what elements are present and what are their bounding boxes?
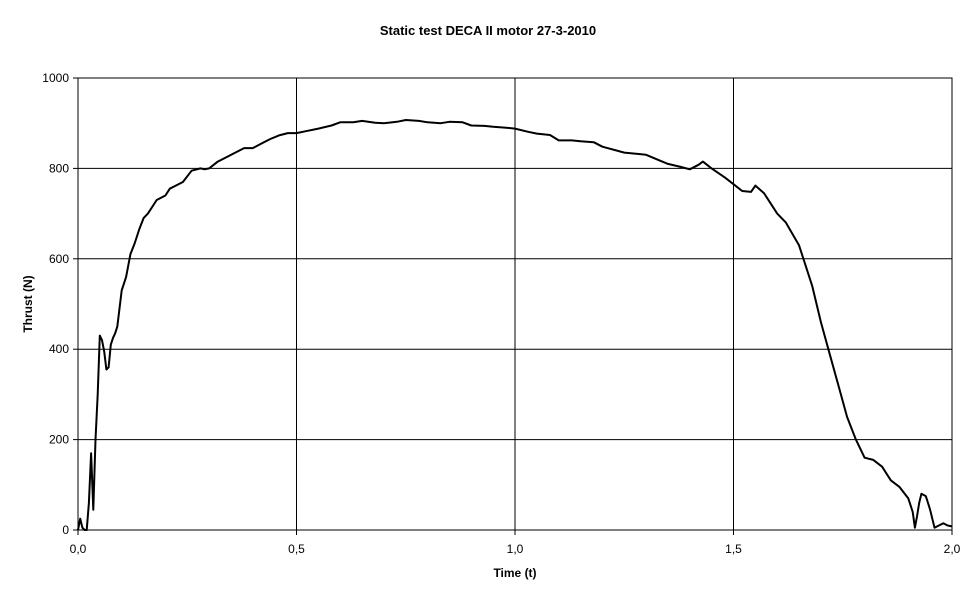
y-tick-label: 200 xyxy=(49,433,69,447)
y-axis-label: Thrust (N) xyxy=(21,275,35,332)
y-tick-label: 400 xyxy=(49,342,69,356)
x-axis-ticks: 0,0 0,5 1,0 1,5 2,0 xyxy=(70,530,961,556)
grid-lines xyxy=(78,78,952,530)
y-tick-label: 800 xyxy=(49,161,69,175)
y-tick-label: 600 xyxy=(49,252,69,266)
x-tick-label: 0,5 xyxy=(288,542,305,556)
y-axis-ticks: 0 200 400 600 800 1000 xyxy=(42,71,78,537)
x-tick-label: 2,0 xyxy=(944,542,961,556)
chart-title: Static test DECA II motor 27-3-2010 xyxy=(380,23,596,38)
y-tick-label: 0 xyxy=(62,523,69,537)
x-tick-label: 1,0 xyxy=(507,542,524,556)
x-tick-label: 0,0 xyxy=(70,542,87,556)
y-tick-label: 1000 xyxy=(42,71,69,85)
x-axis-label: Time (t) xyxy=(493,566,536,580)
x-tick-label: 1,5 xyxy=(725,542,742,556)
series-line-thrust xyxy=(77,119,953,531)
